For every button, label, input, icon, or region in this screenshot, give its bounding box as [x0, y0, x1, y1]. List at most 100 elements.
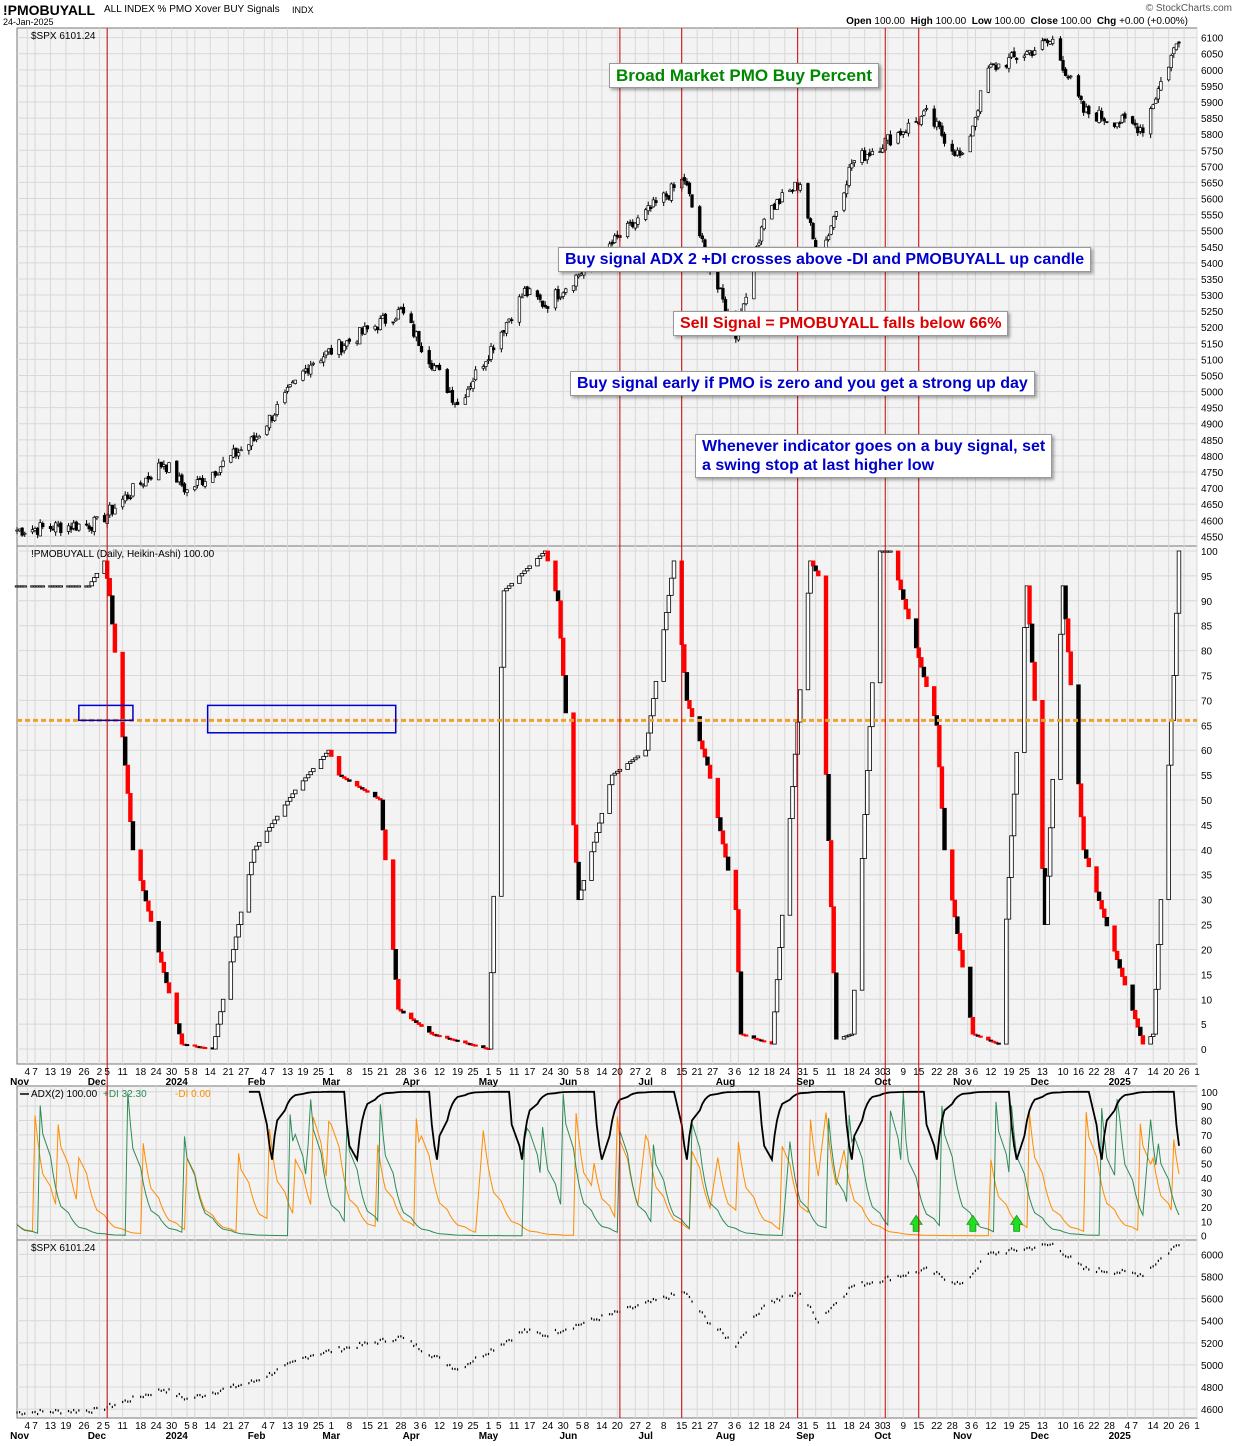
pmo-candle: [852, 989, 857, 1035]
x-tick-label: 25: [467, 1067, 479, 1078]
pmo-candle: [594, 832, 599, 843]
spx-price-candles: $SPX 6101.24: [15, 31, 1181, 539]
x-tick-label: 6: [421, 1421, 427, 1432]
pmo-candle: [1050, 778, 1055, 829]
x-tick-label: 4: [1125, 1421, 1131, 1432]
price-candle: [486, 359, 491, 362]
x-tick-label: 4: [25, 1067, 31, 1078]
pmo-candle: [761, 1040, 767, 1043]
y-tick-label: 75: [1201, 672, 1213, 683]
price-candle: [95, 516, 99, 519]
price-candle: [904, 131, 908, 134]
pmo-candle: [792, 753, 798, 787]
price-candle: [355, 341, 359, 344]
pmo-candle: [267, 827, 272, 832]
x-tick-label: 11: [509, 1067, 520, 1078]
price-candle: [1076, 75, 1081, 97]
y-tick-label: 90: [1201, 1102, 1213, 1113]
pmo-candle: [810, 560, 816, 567]
x-tick-label: 3: [414, 1067, 420, 1078]
pmo-candle: [684, 672, 690, 701]
x-tick-label: 18: [844, 1421, 856, 1432]
pmo-candle: [236, 924, 241, 938]
pmo-candle: [184, 1044, 190, 1047]
price-candle: [1154, 98, 1158, 104]
y-tick-label: 5400: [1201, 259, 1224, 270]
price-candle: [1009, 52, 1014, 58]
pmo-candle: [473, 1044, 478, 1047]
pmo-candle: [725, 856, 731, 871]
x-tick-label: 28: [1104, 1067, 1116, 1078]
pmo-candle: [898, 579, 903, 591]
y-tick-label: 4900: [1201, 420, 1224, 431]
x-tick-label: 31: [797, 1421, 809, 1432]
x-tick-label: 11: [826, 1067, 837, 1078]
x-tick-label: 6: [736, 1421, 742, 1432]
annotation-title: Broad Market PMO Buy Percent: [609, 63, 880, 88]
pmo-candle: [877, 550, 883, 684]
pmo-candle: [220, 998, 226, 1013]
y-tick-label: 10: [1201, 1217, 1213, 1228]
price-candle: [1105, 121, 1109, 123]
pmo-candle: [86, 585, 92, 588]
pmo-candle: [955, 916, 960, 934]
price-candle: [48, 525, 53, 529]
price-candle: [376, 326, 380, 331]
pmo-candle: [233, 936, 239, 950]
price-candle: [412, 324, 416, 337]
price-candle: [231, 448, 236, 458]
pmo-candle: [499, 666, 504, 897]
pmo-candle: [648, 715, 653, 734]
x-tick-label: 7: [1132, 1421, 1138, 1432]
x-tick-label: 8: [192, 1421, 198, 1432]
pmo-candle: [553, 560, 558, 592]
pmo-candle: [867, 726, 872, 771]
price-candle: [687, 182, 692, 195]
pmo-candle: [790, 786, 795, 820]
price-candle: [1012, 51, 1016, 58]
pmo-candle: [1140, 1035, 1146, 1045]
price-candle: [257, 435, 261, 439]
price-candle: [798, 184, 802, 191]
price-candle: [1022, 55, 1027, 58]
x-tick-label: 26: [78, 1067, 90, 1078]
price-candle: [649, 206, 653, 209]
y-tick-label: 20: [1201, 945, 1213, 956]
price-candle: [1084, 106, 1088, 113]
pmo-candle: [228, 961, 234, 1000]
price-candle: [935, 120, 939, 128]
price-candle: [546, 306, 550, 309]
y-tick-label: 5200: [1201, 1339, 1224, 1350]
pmo-candle: [305, 774, 311, 779]
price-candle: [272, 414, 277, 421]
pmo-candle: [702, 748, 708, 758]
price-candle: [463, 397, 467, 405]
pmo-candle: [968, 966, 973, 1018]
x-tick-label: 13: [45, 1067, 57, 1078]
x-tick-label: 19: [60, 1421, 72, 1432]
price-candle: [381, 315, 385, 319]
x-tick-label: 31: [797, 1067, 809, 1078]
pmo-candle: [308, 771, 313, 776]
x-tick-label: 24: [542, 1421, 554, 1432]
pmo-candle: [960, 949, 965, 968]
x-tick-label: 30: [166, 1421, 178, 1432]
price-candle: [1027, 49, 1032, 54]
pmo-candle: [138, 849, 143, 881]
x-tick-label: 17: [524, 1421, 536, 1432]
pmo-candle: [390, 859, 396, 950]
x-month-label: Nov: [953, 1431, 972, 1442]
price-candle: [886, 134, 890, 141]
pmo-candle: [1047, 827, 1053, 877]
x-tick-label: 27: [707, 1421, 719, 1432]
price-candle: [654, 200, 658, 204]
price-candle: [468, 386, 473, 389]
pmo-candle: [576, 861, 581, 901]
price-candle: [1123, 113, 1127, 119]
pmo-candle: [723, 843, 728, 858]
panel-frames: [16, 27, 1198, 1419]
pmo-candle: [231, 949, 236, 963]
annotation-sell-signal: Sell Signal = PMOBUYALL falls below 66%: [673, 311, 1009, 336]
price-candle: [517, 296, 522, 323]
